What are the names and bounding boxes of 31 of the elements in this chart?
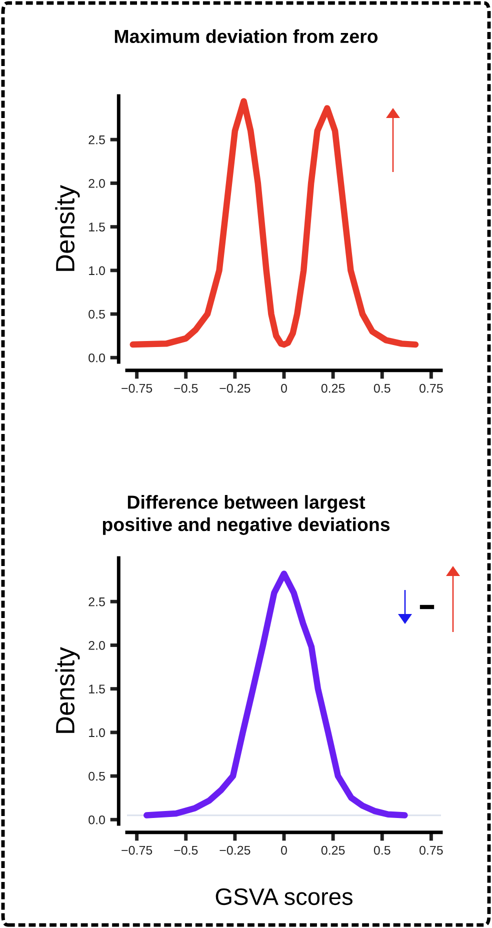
x-tick-label: −0.25 <box>220 384 250 393</box>
x-tick-label: −0.5 <box>174 846 198 855</box>
chart-title: Maximum deviation from zero <box>114 29 378 44</box>
y-tick-label: 1.0 <box>89 728 105 738</box>
chart-title: Difference between largest positive and negative deviations <box>102 495 390 535</box>
y-tick-label: 2.5 <box>88 597 105 606</box>
y-tick-label: 2.5 <box>88 135 105 144</box>
x-tick-label: 0.75 <box>420 846 443 855</box>
x-tick-label: −0.5 <box>174 384 198 393</box>
x-tick-label: 0.25 <box>321 846 345 855</box>
y-tick-label: 0.0 <box>88 815 105 824</box>
x-tick-label: 0.75 <box>420 384 443 393</box>
y-tick-label: 2.0 <box>88 179 105 188</box>
y-tick-label: 1.5 <box>89 684 105 694</box>
x-tick-label: 0 <box>281 846 287 855</box>
x-tick-label: 0 <box>281 384 287 393</box>
y-axis-title: Density <box>55 185 80 271</box>
x-tick-label: −0.25 <box>220 846 250 855</box>
y-axis-title: Density <box>55 647 80 733</box>
y-tick-label: 1.0 <box>89 266 105 276</box>
x-axis-title: GSVA scores <box>216 888 352 906</box>
x-tick-label: 0.5 <box>374 846 390 855</box>
y-tick-label: 1.5 <box>89 222 105 232</box>
y-tick-label: 0.0 <box>88 353 105 362</box>
y-tick-label: 2.0 <box>88 641 105 650</box>
y-tick-label: 0.5 <box>88 310 105 319</box>
y-tick-label: 0.5 <box>88 772 105 781</box>
x-tick-label: 0.5 <box>374 384 390 393</box>
x-tick-label: −0.75 <box>122 384 152 393</box>
x-tick-label: −0.75 <box>122 846 152 855</box>
x-tick-label: 0.25 <box>321 384 345 393</box>
